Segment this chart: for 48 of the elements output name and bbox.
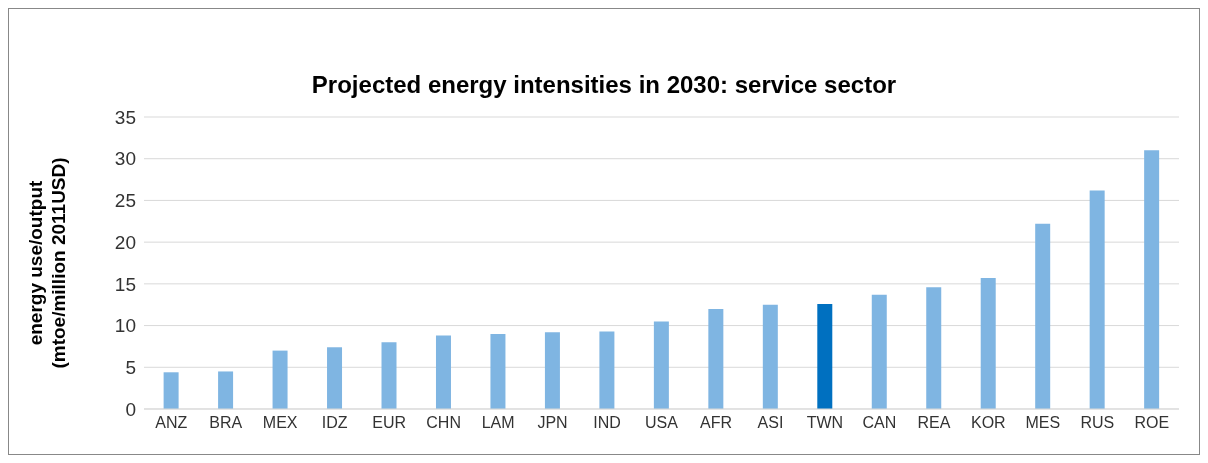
bar [708, 308, 724, 409]
bar [980, 278, 996, 409]
bar [926, 287, 942, 409]
x-tick-label: IDZ [321, 414, 348, 432]
x-tick-label: BRA [209, 414, 243, 432]
bar [544, 332, 560, 409]
y-tick-label: 5 [125, 357, 136, 379]
x-tick-label: MES [1025, 414, 1061, 432]
bar [1089, 190, 1105, 409]
bar [163, 372, 179, 409]
chart-title: Projected energy intensities in 2030: service sector [310, 70, 898, 100]
bar [327, 347, 343, 409]
bar [435, 335, 451, 409]
y-tick-label: 25 [114, 190, 136, 212]
x-tick-label: KOR [971, 414, 1006, 432]
x-tick-label: RUS [1080, 414, 1115, 432]
bar [490, 333, 506, 409]
x-tick-label: ANZ [155, 414, 188, 432]
y-tick-label: 20 [114, 231, 136, 253]
x-tick-label: USA [645, 414, 679, 432]
y-tick-label: 35 [114, 106, 136, 128]
bar [871, 294, 887, 409]
bar [599, 331, 615, 409]
x-tick-label: ASI [757, 414, 784, 432]
bar [817, 303, 833, 409]
x-tick-label: MEX [262, 414, 298, 432]
x-tick-label: JPN [537, 414, 568, 432]
x-tick-label: CHN [426, 414, 461, 432]
bar [762, 304, 778, 409]
x-tick-label: LAM [481, 414, 515, 432]
y-tick-label: 10 [114, 315, 136, 337]
y-tick-label: 0 [125, 398, 136, 420]
x-tick-label: IND [593, 414, 621, 432]
bar [653, 321, 669, 409]
x-tick-label: EUR [372, 414, 407, 432]
x-tick-label: ROE [1134, 414, 1170, 432]
bar [272, 350, 288, 409]
bar [381, 342, 397, 409]
y-axis-title: energy use/output (mtoe/million 2011USD) [25, 157, 69, 369]
bar [1035, 223, 1051, 409]
y-tick-label: 15 [114, 273, 136, 295]
bar [218, 371, 234, 409]
x-tick-label: REA [917, 414, 951, 432]
x-tick-label: CAN [862, 414, 897, 432]
x-tick-label: AFR [699, 414, 732, 432]
y-tick-label: 30 [114, 148, 136, 170]
bar [1144, 150, 1160, 409]
x-tick-label: TWN [806, 414, 844, 432]
